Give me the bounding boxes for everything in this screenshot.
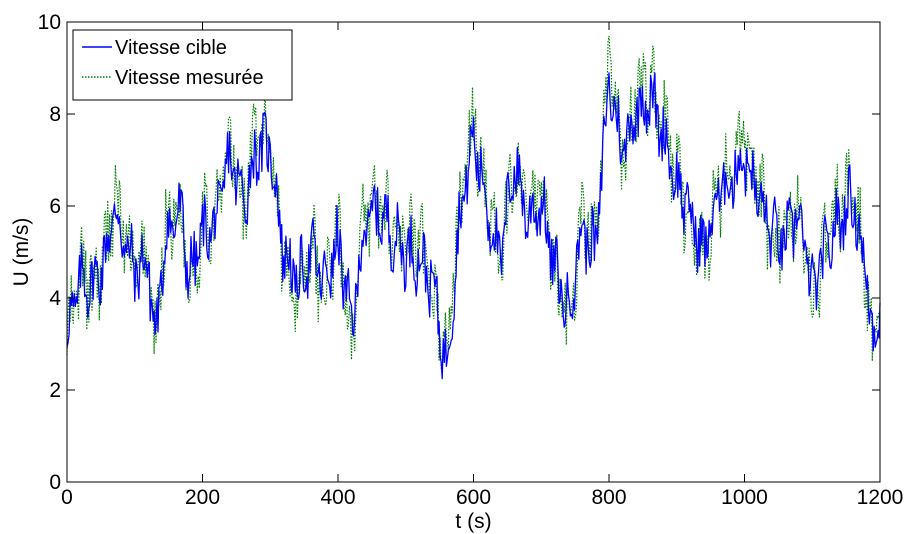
legend-box bbox=[72, 29, 293, 101]
x-tick-label: 400 bbox=[320, 486, 355, 509]
y-tick-label: 10 bbox=[38, 11, 61, 34]
y-tick-label: 6 bbox=[49, 195, 61, 218]
axes-layer: 0 200 400 600 800 1000 1200 0 2 4 6 8 10 bbox=[38, 11, 904, 509]
y-tick-label: 2 bbox=[49, 379, 61, 402]
x-tick-label: 600 bbox=[456, 486, 491, 509]
y-tick-label: 8 bbox=[49, 103, 61, 126]
x-tick-label: 200 bbox=[185, 486, 220, 509]
x-tick-label: 0 bbox=[61, 486, 73, 509]
x-tick-label: 1200 bbox=[857, 486, 904, 509]
x-tick-label: 800 bbox=[591, 486, 626, 509]
x-axis-title: t (s) bbox=[455, 510, 491, 533]
series-layer bbox=[66, 35, 881, 380]
y-axis-title: U (m/s) bbox=[10, 218, 33, 287]
legend-label: Vitesse mesurée bbox=[115, 67, 264, 89]
x-tick-label: 1000 bbox=[721, 486, 768, 509]
series-line-vitesse-cible bbox=[66, 72, 881, 380]
y-tick-label: 4 bbox=[49, 287, 61, 310]
legend: Vitesse cible Vitesse mesurée bbox=[72, 29, 293, 101]
y-tick-label: 0 bbox=[49, 471, 61, 494]
series-line-vitesse-mesuree bbox=[66, 35, 881, 375]
legend-label: Vitesse cible bbox=[115, 37, 227, 59]
